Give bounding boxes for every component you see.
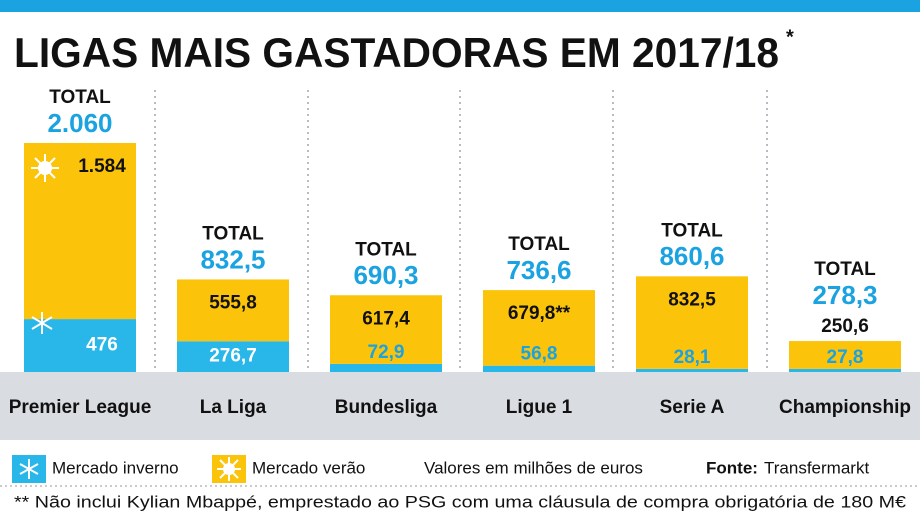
title-mark: * xyxy=(786,26,794,48)
category-label: Ligue 1 xyxy=(506,397,573,418)
total-word: TOTAL xyxy=(661,220,723,241)
value-label: 27,8 xyxy=(827,347,864,368)
top-stripe xyxy=(0,0,920,12)
bar-segment xyxy=(24,319,136,372)
summer-icon xyxy=(212,455,246,483)
category-label: Championship xyxy=(779,397,911,418)
bar-segment xyxy=(483,290,595,366)
legend-label: Mercado inverno xyxy=(52,458,179,477)
bar-sun-icon xyxy=(31,154,59,182)
value-label: 476 xyxy=(86,335,118,356)
total-word: TOTAL xyxy=(202,223,264,244)
total-value: 278,3 xyxy=(812,280,877,310)
category-label: Serie A xyxy=(660,397,725,418)
total-value: 690,3 xyxy=(353,260,418,290)
winter-icon xyxy=(12,455,46,483)
bar-segment xyxy=(636,276,748,369)
bar-segment xyxy=(330,295,442,364)
category-label: Premier League xyxy=(9,397,152,418)
value-label: 28,1 xyxy=(674,347,711,368)
category-band xyxy=(0,372,920,440)
value-label: 832,5 xyxy=(668,289,716,310)
bar-segment xyxy=(789,368,901,372)
chart-title: LIGAS MAIS GASTADORAS EM 2017/18 xyxy=(14,29,779,76)
note: Valores em milhões de euros xyxy=(424,458,643,477)
bar-segment xyxy=(177,341,289,372)
total-value: 832,5 xyxy=(200,244,265,274)
bar-snow-icon xyxy=(31,312,53,334)
bar-segment xyxy=(789,341,901,369)
total-word: TOTAL xyxy=(355,239,417,260)
value-label: 72,9 xyxy=(368,342,405,363)
total-word: TOTAL xyxy=(814,259,876,280)
bar-segment xyxy=(636,368,748,372)
separators xyxy=(154,90,768,372)
value-label: 276,7 xyxy=(209,346,257,367)
category-label: La Liga xyxy=(200,397,267,418)
total-value: 736,6 xyxy=(506,255,571,285)
legend-label: Mercado verão xyxy=(252,458,365,477)
value-label: 617,4 xyxy=(362,308,410,329)
value-label: 56,8 xyxy=(521,344,558,365)
total-value: 860,6 xyxy=(659,241,724,271)
source-label: Fonte: xyxy=(706,458,758,477)
value-label: 555,8 xyxy=(209,292,257,313)
bar-segment xyxy=(177,279,289,342)
footnote: ** Não inclui Kylian Mbappé, emprestado … xyxy=(14,492,907,511)
value-label: 250,6 xyxy=(821,316,869,337)
total-word: TOTAL xyxy=(49,87,111,108)
bar-segment xyxy=(330,363,442,372)
category-label: Bundesliga xyxy=(335,397,438,418)
source: Transfermarkt xyxy=(764,458,869,477)
total-value: 2.060 xyxy=(47,108,112,138)
total-word: TOTAL xyxy=(508,234,570,255)
bar-segment xyxy=(483,365,595,372)
value-label: 1.584 xyxy=(78,156,126,177)
value-label: 679,8** xyxy=(508,303,571,324)
